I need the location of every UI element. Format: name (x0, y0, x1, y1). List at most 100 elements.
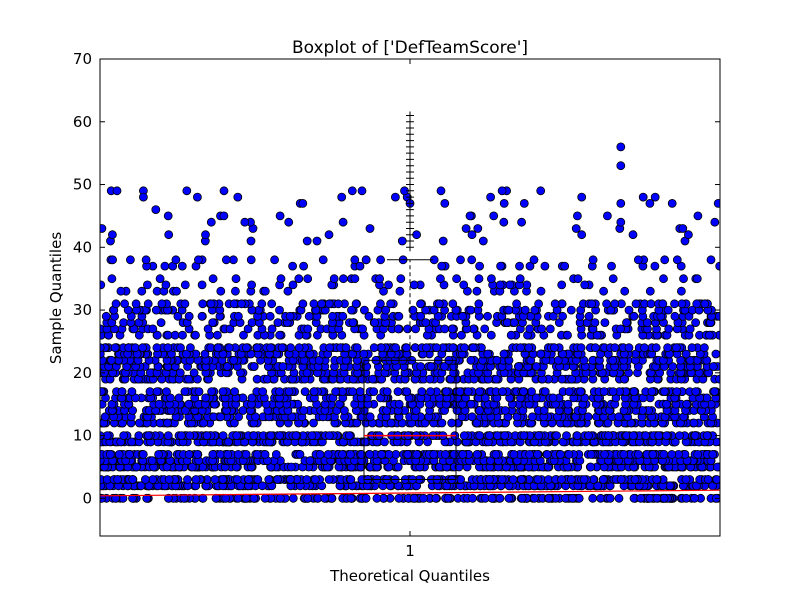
data-point (111, 493, 120, 503)
data-point (275, 305, 284, 315)
data-point (602, 299, 611, 309)
data-point (702, 431, 712, 441)
data-point (247, 280, 257, 290)
data-point (497, 186, 507, 196)
data-point (580, 280, 590, 290)
y-tick-label: 60 (73, 113, 92, 131)
data-point (687, 343, 697, 353)
data-point (151, 305, 161, 315)
data-point (309, 299, 319, 309)
data-point (390, 192, 400, 202)
data-point (528, 412, 537, 422)
data-point (624, 305, 634, 315)
data-point (324, 475, 334, 484)
data-point (208, 274, 218, 284)
data-point (224, 437, 233, 447)
data-point (550, 299, 560, 309)
data-point (659, 449, 669, 459)
data-point (208, 318, 218, 328)
data-point (138, 449, 148, 459)
data-point (229, 299, 239, 309)
data-point (397, 236, 407, 246)
data-point (509, 449, 519, 459)
y-tick-label: 20 (73, 364, 92, 382)
data-point (304, 311, 314, 321)
data-point (544, 493, 554, 503)
data-point (681, 475, 691, 484)
data-point (596, 493, 605, 503)
data-point (499, 198, 509, 208)
data-point (155, 418, 165, 428)
data-point (610, 343, 620, 353)
data-point (447, 324, 457, 334)
data-point (638, 192, 648, 202)
data-point (659, 274, 668, 284)
data-point (711, 349, 720, 359)
data-point (142, 280, 152, 290)
data-point (670, 311, 680, 321)
data-point (302, 475, 312, 484)
data-point (278, 362, 288, 371)
data-point (218, 475, 228, 484)
data-point (533, 475, 543, 484)
data-point (241, 493, 251, 503)
data-point (394, 493, 404, 503)
data-point (475, 431, 485, 441)
data-point (463, 387, 473, 397)
outlier-point (678, 224, 688, 233)
data-point (138, 343, 148, 353)
data-point (131, 299, 141, 309)
data-point (474, 299, 484, 309)
data-point (359, 349, 369, 359)
data-point (584, 311, 594, 321)
data-point (689, 418, 699, 428)
data-point (382, 387, 392, 397)
data-point (260, 286, 270, 296)
data-point (458, 449, 468, 459)
data-point (682, 493, 691, 503)
data-point (460, 343, 469, 353)
data-point (402, 343, 411, 353)
data-point (128, 475, 138, 484)
data-point (163, 418, 172, 428)
data-point (524, 343, 534, 353)
data-point (713, 462, 720, 472)
data-point (197, 280, 207, 290)
data-point (376, 255, 386, 265)
data-point (448, 343, 458, 353)
data-point (207, 387, 217, 397)
data-point (672, 387, 682, 397)
data-point (532, 362, 541, 371)
data-point (286, 462, 296, 472)
data-point (140, 475, 150, 484)
data-point (432, 343, 442, 353)
y-tick-label: 30 (73, 301, 92, 319)
data-point (206, 217, 216, 227)
data-point (409, 493, 419, 503)
data-point (563, 330, 572, 340)
data-point (437, 261, 447, 271)
data-point (163, 493, 173, 503)
data-point (608, 274, 618, 284)
data-point (107, 274, 117, 284)
data-point (599, 387, 609, 397)
data-point (440, 198, 450, 208)
data-point (361, 255, 371, 265)
data-point (193, 449, 202, 459)
data-point (202, 431, 212, 441)
data-point (600, 318, 610, 328)
data-point (710, 217, 720, 227)
data-point (344, 431, 354, 441)
data-point (160, 261, 170, 271)
data-point (604, 431, 613, 441)
data-point (560, 261, 570, 271)
data-point (176, 431, 186, 441)
data-point (257, 481, 267, 491)
data-point (706, 255, 716, 265)
data-point (537, 324, 546, 334)
data-point (117, 387, 127, 397)
data-point (266, 431, 276, 441)
data-point (163, 431, 173, 441)
data-point (277, 343, 287, 353)
